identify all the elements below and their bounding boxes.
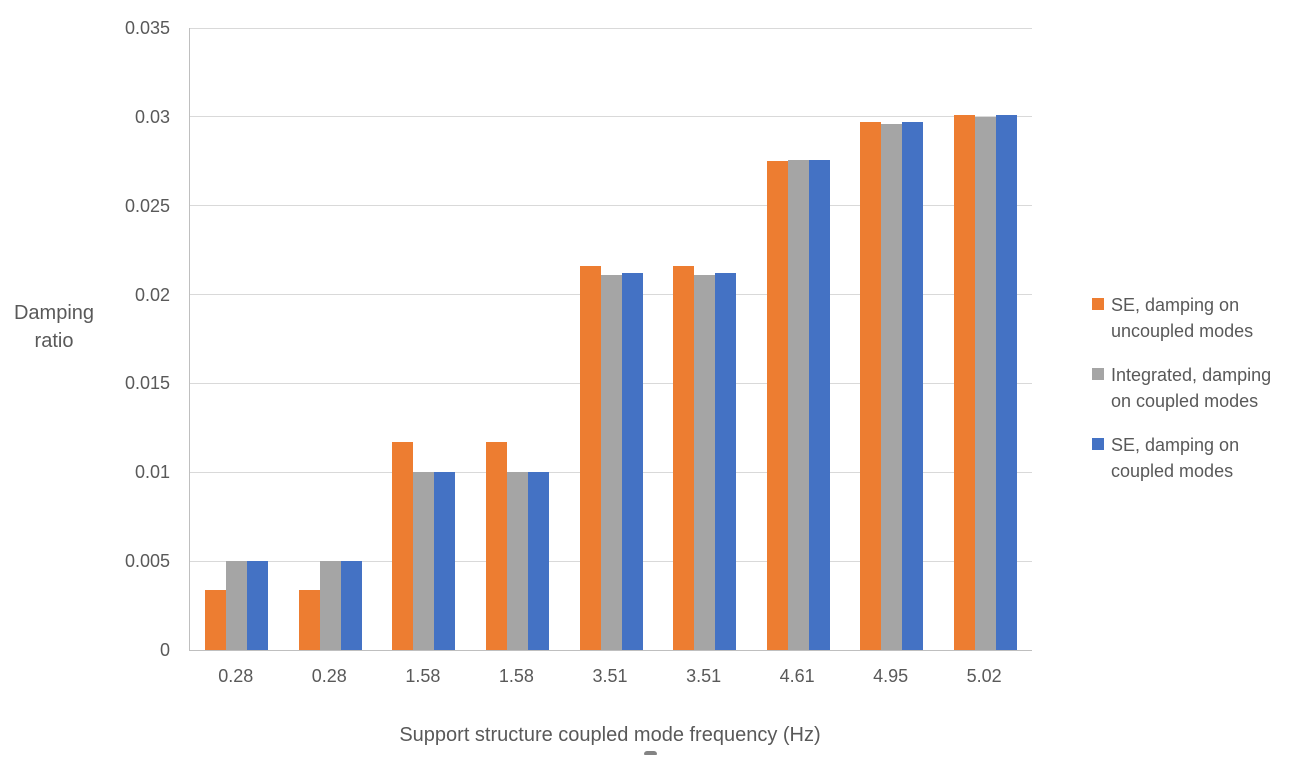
bar [694,275,716,650]
bar [527,472,549,650]
cropped-text-fragment [644,751,657,755]
bar [413,472,435,650]
x-axis-tick-label: 4.95 [873,666,909,686]
legend-entry-label: SE, damping on coupled modes [1111,432,1239,484]
bar [392,442,414,650]
x-axis-tick-label: 3.51 [592,666,628,686]
x-axis-tick-label: 1.58 [498,666,534,686]
gridline [190,27,1032,29]
legend-entry-label-line: Integrated, damping [1111,365,1272,385]
gridline [190,205,1032,207]
bar [881,124,903,650]
y-axis-tick-label: 0.015 [124,373,170,394]
x-axis-tick-label: 0.28 [311,666,347,686]
legend-swatch-icon [1092,298,1104,310]
bar [787,159,809,650]
y-axis-tick-label: 0 [159,640,170,660]
bar [766,161,788,650]
x-axis-tick-label: 3.51 [686,666,722,686]
bar [579,266,601,650]
bar [319,561,341,650]
legend-entry-label-line: coupled modes [1111,461,1234,481]
bar [715,273,737,650]
bar [506,472,528,650]
legend-entry-label: Integrated, damping on coupled modes [1111,362,1271,414]
legend-entry: SE, damping on coupled modes [1092,432,1292,484]
legend-entry: SE, damping on uncoupled modes [1092,292,1292,344]
bar [995,115,1017,650]
legend-entry-label-line: uncoupled modes [1111,321,1254,341]
bar [434,472,456,650]
y-axis-tick-label: 0.035 [124,18,170,38]
gridline [190,116,1032,118]
legend-entry: Integrated, damping on coupled modes [1092,362,1292,414]
legend-entry-label: SE, damping on uncoupled modes [1111,292,1253,344]
bar [974,116,996,650]
legend-entry-label-line: on coupled modes [1111,391,1259,411]
legend-entry-label-line: SE, damping on [1111,435,1240,455]
y-axis-tick-label: 0.02 [134,284,170,305]
x-axis-title: Support structure coupled mode frequency… [399,724,821,746]
x-axis-tick-label: 4.61 [779,666,815,686]
y-axis-tick-label: 0.03 [134,106,170,127]
bar [205,589,227,650]
plot-area [189,27,1032,651]
bar [485,442,507,650]
x-axis-tick-label: 0.28 [218,666,254,686]
x-axis-tick-label: 1.58 [405,666,441,686]
bar [673,266,695,650]
y-axis-tick-label: 0.025 [124,195,170,216]
bar [298,589,320,650]
bar [621,273,643,650]
bar [808,159,830,650]
bar [600,275,622,650]
legend-entry-label-line: SE, damping on [1111,295,1240,315]
y-axis-title: Damping ratio [13,302,95,352]
y-axis-tick-label: 0.01 [134,462,170,483]
bar [226,561,248,650]
bar [953,115,975,650]
legend: SE, damping on uncoupled modes Integrated,… [1092,292,1292,502]
bar [247,561,269,650]
x-axis-tick-label: 5.02 [966,666,1002,686]
bar [902,122,924,650]
legend-swatch-icon [1092,438,1104,450]
legend-swatch-icon [1092,368,1104,380]
y-axis-tick-label: 0.005 [124,551,170,572]
bar [860,122,882,650]
bar [340,561,362,650]
